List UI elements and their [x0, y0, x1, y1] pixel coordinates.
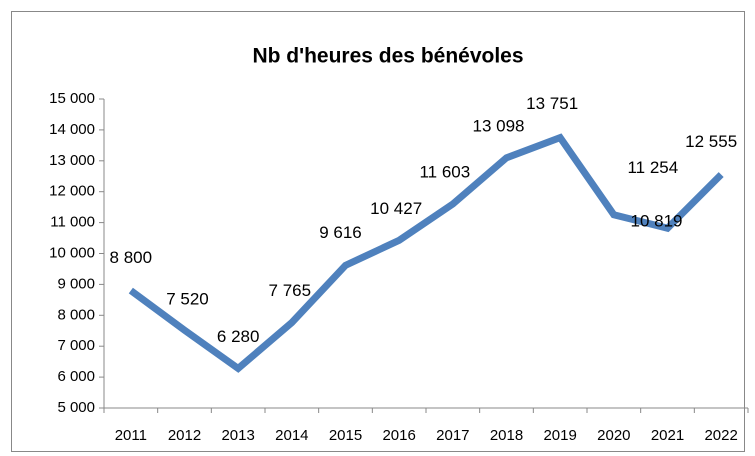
data-label: 11 254	[627, 158, 678, 177]
data-label: 10 427	[370, 199, 422, 218]
data-label: 11 603	[419, 162, 470, 181]
y-tick-label: 10 000	[49, 244, 95, 261]
x-tick-label: 2022	[704, 427, 737, 444]
y-tick-label: 8 000	[57, 306, 95, 323]
y-tick-label: 13 000	[49, 152, 95, 169]
line-series	[128, 133, 724, 373]
y-tick-label: 11 000	[50, 214, 95, 231]
data-label: 10 819	[631, 212, 683, 231]
x-tick-label: 2015	[329, 427, 362, 444]
data-label: 7 520	[166, 290, 209, 309]
y-tick-label: 5 000	[57, 399, 95, 416]
data-label: 13 751	[526, 94, 578, 113]
y-tick-label: 7 000	[57, 337, 95, 354]
x-tick-label: 2012	[168, 427, 201, 444]
y-tick-label: 14 000	[49, 121, 95, 138]
x-tick-label: 2019	[543, 427, 576, 444]
x-tick-label: 2020	[597, 427, 630, 444]
y-tick-label: 9 000	[57, 275, 95, 292]
data-label: 7 765	[269, 281, 312, 300]
x-tick-label: 2016	[382, 427, 415, 444]
chart-frame	[11, 11, 745, 452]
x-tick-label: 2013	[221, 427, 254, 444]
data-label: 8 800	[110, 248, 153, 267]
x-tick-label: 2021	[651, 427, 684, 444]
y-tick-label: 12 000	[49, 183, 95, 200]
data-label: 13 098	[473, 116, 525, 135]
data-label: 12 555	[685, 132, 737, 151]
x-tick-label: 2018	[490, 427, 523, 444]
data-label: 9 616	[319, 223, 362, 242]
x-tick-label: 2017	[436, 427, 469, 444]
data-label: 6 280	[217, 327, 260, 346]
x-tick-label: 2014	[275, 427, 308, 444]
chart-title: Nb d'heures des bénévoles	[252, 45, 523, 68]
x-tick-label: 2011	[115, 427, 147, 444]
y-tick-label: 6 000	[57, 368, 95, 385]
y-tick-label: 15 000	[49, 90, 95, 107]
